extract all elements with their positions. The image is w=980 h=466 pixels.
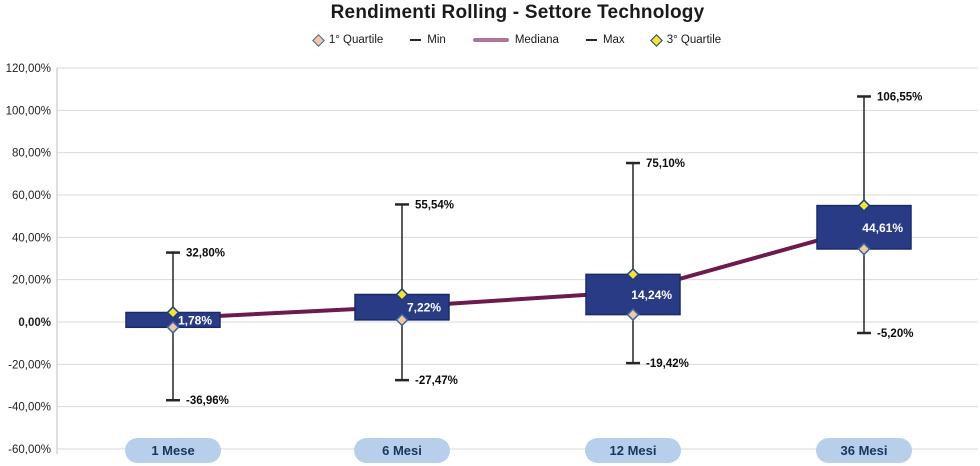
y-axis-tick-label: -20,00% [8,359,51,371]
y-axis-tick-label: 120,00% [6,63,51,75]
median-series-line [172,225,865,321]
legend-item-min: Min [410,34,446,46]
legend-label: Min [427,34,446,46]
legend-label: 1° Quartile [328,34,384,46]
median-label-1-mese: 1,78% [178,313,212,327]
median-line-icon [472,38,509,42]
category-pill-36-mesi [816,438,912,463]
minmax-dash-icon [410,38,422,42]
y-axis-tick-label: 20,00% [12,275,51,287]
y-axis-tick-label: -60,00% [8,444,51,456]
category-pill-6-mesi [354,438,450,463]
median-label-36-mesi: 44,61% [862,221,903,235]
category-label-6-mesi: 6 Mesi [382,443,422,458]
max-label-6-mesi: 55,54% [415,199,454,211]
max-label-1-mese: 32,80% [186,248,225,260]
min-label-1-mese: -36,96% [186,395,229,407]
first-quartile-marker-1-mese [166,320,180,334]
box-36-mesi [816,204,912,250]
min-label-6-mesi: -27,47% [415,375,458,387]
chart-title: Rendimenti Rolling - Settore Technology [330,2,705,23]
y-axis-tick-label: 100,00% [6,105,51,117]
median-label-12-mesi: 14,24% [631,288,672,302]
legend-item-3-quartile: 3° Quartile [649,33,722,47]
first-quartile-marker-6-mesi [395,313,409,327]
category-pill-1-mese [125,438,221,463]
y-axis-tick-label: 80,00% [12,148,51,160]
category-label-1-mese: 1 Mese [151,443,194,458]
category-label-12-mesi: 12 Mesi [610,443,657,458]
third-quartile-marker-1-mese [166,305,180,320]
legend-label: Mediana [514,34,559,46]
chart-legend: 1° Quartile Min Mediana Max 3° Quartile [57,33,978,47]
first-quartile-marker-36-mesi [857,242,871,256]
y-axis-tick-label: 0,00% [18,317,51,329]
median-label-6-mesi: 7,22% [407,301,441,315]
category-pill-12-mesi [585,438,681,463]
max-label-36-mesi: 106,55% [877,91,922,103]
third-quartile-marker-36-mesi [857,199,871,213]
legend-item-mediana: Mediana [472,34,559,46]
max-label-12-mesi: 75,10% [646,158,685,170]
third-quartile-marker-6-mesi [395,287,409,302]
first-quartile-marker-12-mesi [626,308,640,322]
min-label-36-mesi: -5,20% [877,328,913,340]
y-axis-tick-label: 40,00% [12,232,51,244]
y-axis-tick-label: 60,00% [12,190,51,202]
legend-item-1-quartile: 1° Quartile [311,33,384,47]
legend-label: Max [602,34,625,46]
legend-label: 3° Quartile [666,34,722,46]
minmax-dash-icon [585,38,597,42]
y-axis-tick-label: -40,00% [8,402,51,414]
min-label-12-mesi: -19,42% [646,358,689,370]
third-quartile-marker-12-mesi [626,267,640,281]
legend-item-max: Max [585,34,625,46]
category-label-36-mesi: 36 Mesi [841,443,888,458]
